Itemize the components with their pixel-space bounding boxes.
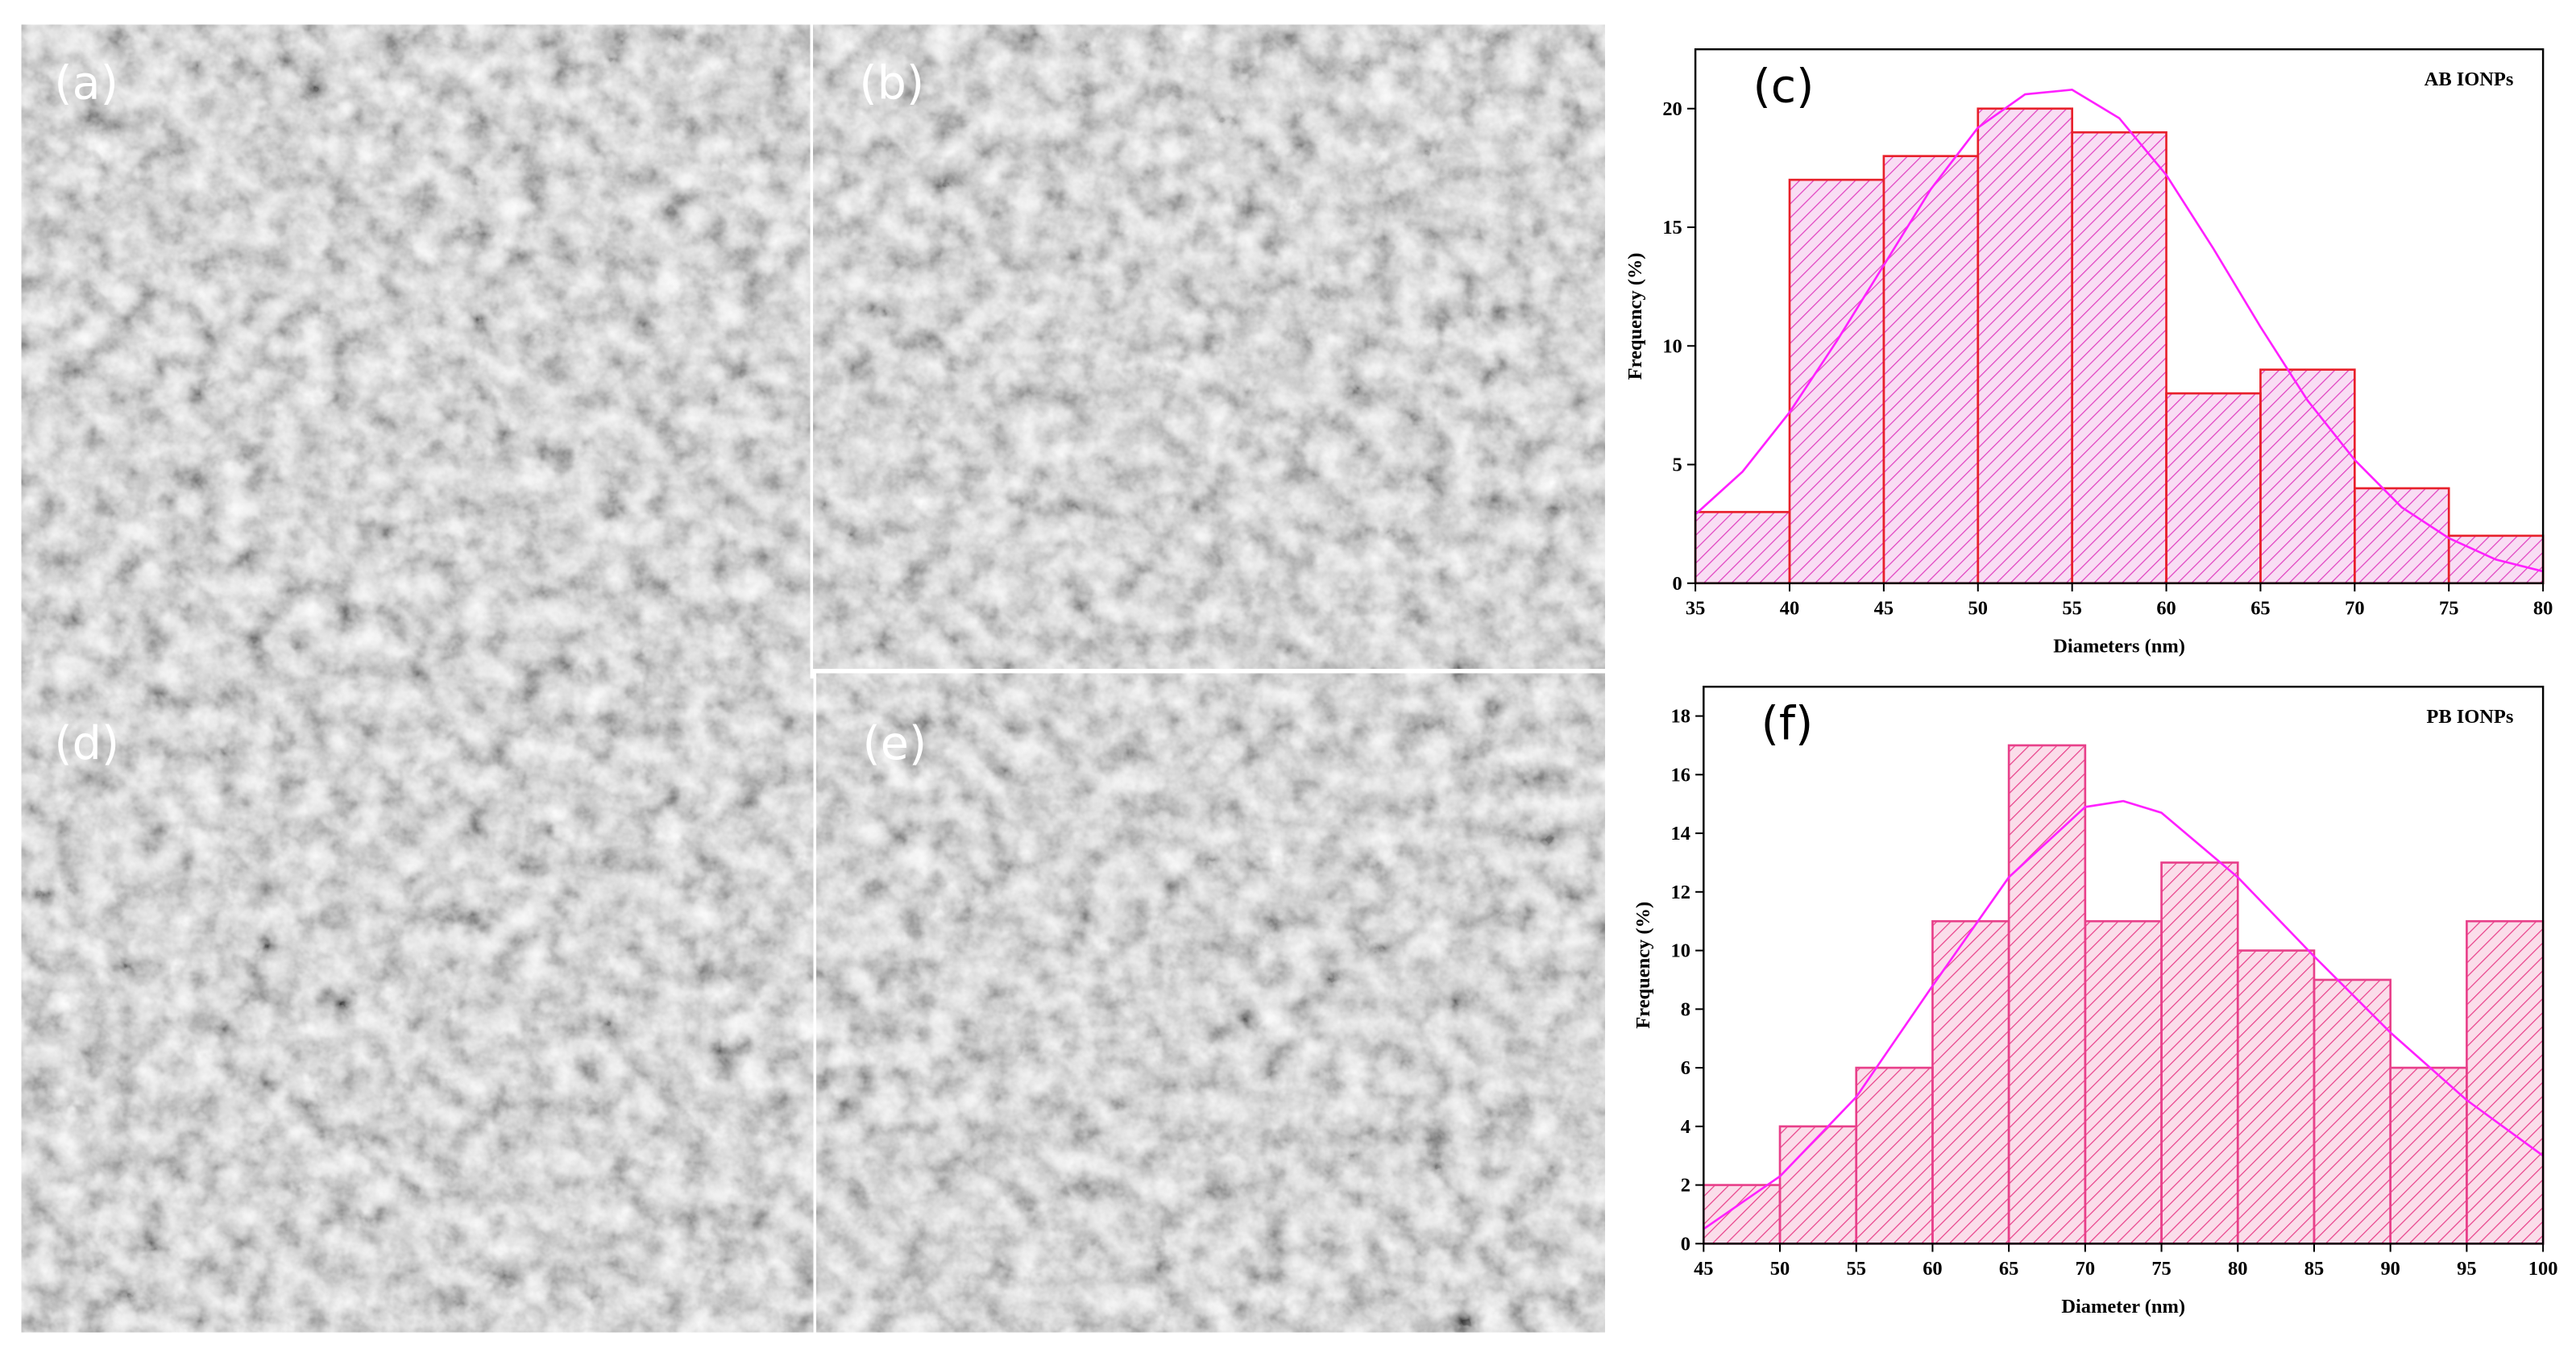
bar	[1855, 1066, 1934, 1245]
panel-label: (c)	[1753, 60, 1814, 113]
y-tick-label: 0	[1673, 573, 1682, 595]
bar	[1977, 107, 2073, 585]
bar	[1702, 1184, 1782, 1245]
x-tick-label: 80	[2228, 1258, 2247, 1280]
x-tick-label: 95	[2457, 1258, 2476, 1280]
panel-label: (d)	[54, 717, 119, 770]
x-tick-label: 60	[1923, 1258, 1942, 1280]
y-tick-label: 15	[1662, 217, 1682, 239]
y-tick-label: 5	[1673, 454, 1682, 476]
y-tick-label: 18	[1671, 706, 1690, 728]
bar	[2353, 487, 2450, 585]
sem-image	[813, 24, 1605, 669]
y-tick-label: 2	[1681, 1175, 1690, 1197]
y-axis-label: Frequency (%)	[1624, 253, 1646, 380]
y-tick-label: 10	[1671, 940, 1690, 962]
y-axis-label: Frequency (%)	[1632, 902, 1654, 1029]
x-tick-label: 80	[2533, 597, 2553, 619]
chart-title: AB IONPs	[2425, 68, 2514, 90]
bar	[1788, 178, 1885, 585]
y-tick-label: 16	[1671, 764, 1690, 786]
panel-label: (b)	[859, 56, 924, 110]
x-tick-label: 50	[1770, 1258, 1790, 1280]
x-tick-label: 60	[2156, 597, 2176, 619]
bar	[2313, 978, 2392, 1245]
sem-image	[21, 678, 814, 1333]
bar	[2071, 131, 2167, 585]
fit-curve	[1695, 88, 2544, 573]
y-tick-label: 8	[1681, 998, 1690, 1020]
x-tick-label: 35	[1686, 597, 1705, 619]
chart-title: PB IONPs	[2426, 706, 2513, 728]
sem-images: (a) (b) (d) (e)	[21, 24, 1605, 1333]
x-axis-label: Diameter (nm)	[2061, 1296, 2185, 1318]
bar	[2466, 919, 2545, 1245]
y-tick-label: 10	[1662, 335, 1682, 357]
bar	[2160, 861, 2239, 1245]
y-tick-label: 20	[1662, 98, 1682, 120]
x-tick-label: 40	[1780, 597, 1799, 619]
bar	[2084, 919, 2163, 1245]
y-tick-label: 4	[1681, 1116, 1690, 1138]
x-tick-label: 75	[2151, 1258, 2171, 1280]
x-tick-label: 55	[2062, 597, 2081, 619]
sem-image	[21, 24, 811, 678]
x-tick-label: 75	[2439, 597, 2458, 619]
x-axis-label: Diameters (nm)	[2053, 635, 2185, 657]
bar	[2165, 392, 2262, 585]
y-tick-label: 14	[1671, 823, 1690, 844]
bar	[2007, 744, 2087, 1245]
bar	[2259, 368, 2356, 585]
bar	[1778, 1125, 1858, 1245]
x-tick-label: 100	[2528, 1258, 2558, 1280]
bar	[1694, 511, 1791, 585]
x-tick-label: 90	[2380, 1258, 2400, 1280]
x-tick-label: 70	[2076, 1258, 2095, 1280]
x-tick-label: 50	[1968, 597, 1988, 619]
x-tick-label: 85	[2304, 1258, 2324, 1280]
x-tick-label: 65	[2250, 597, 2270, 619]
x-tick-label: 45	[1874, 597, 1894, 619]
x-tick-label: 45	[1694, 1258, 1713, 1280]
panel-label: (e)	[862, 717, 927, 770]
plot-frame	[1694, 48, 2545, 584]
panel-label: (a)	[54, 56, 118, 110]
plot-frame	[1703, 685, 2545, 1245]
y-tick-label: 12	[1671, 882, 1690, 903]
bar	[2389, 1066, 2468, 1245]
y-tick-label: 6	[1681, 1057, 1690, 1079]
fit-curve	[1703, 799, 2544, 1230]
x-tick-label: 55	[1846, 1258, 1865, 1280]
bar	[2236, 949, 2316, 1245]
panel-label: (f)	[1761, 697, 1814, 750]
sem-image	[816, 673, 1605, 1333]
bar	[1882, 155, 1980, 585]
x-tick-label: 65	[1999, 1258, 2018, 1280]
x-tick-label: 70	[2345, 597, 2364, 619]
y-tick-label: 0	[1681, 1233, 1690, 1255]
